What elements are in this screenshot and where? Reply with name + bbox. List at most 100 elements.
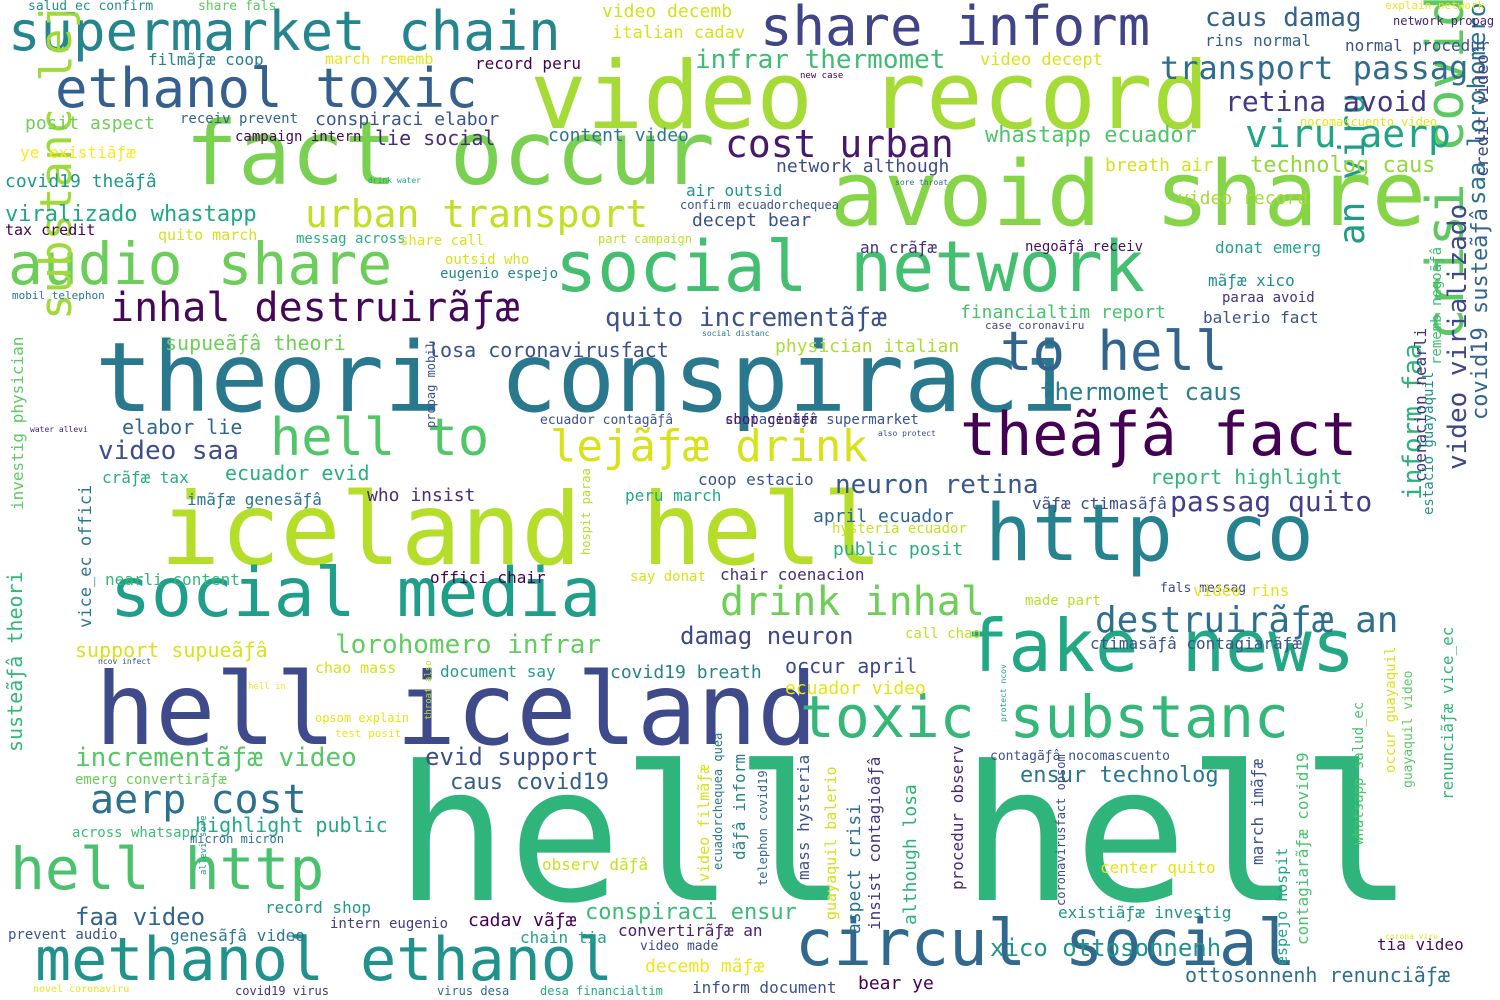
word-67: record peru: [475, 54, 581, 73]
word-120: call chao: [905, 626, 981, 642]
word-124: covid19 breath: [610, 662, 762, 683]
word-152: salud_ec confirm: [28, 0, 154, 14]
word-136: genesãƒâ video: [170, 926, 305, 945]
word-176: allevi sore: [199, 815, 209, 875]
word-122: chao mass: [315, 659, 397, 677]
word-131: micron micron: [190, 832, 284, 846]
word-193: whatsapp salud_ec: [1351, 701, 1367, 845]
word-184: aspect crisi: [844, 803, 865, 934]
word-81: share call: [400, 233, 485, 249]
word-41: covid19 susteãƒâ: [1468, 208, 1493, 420]
word-126: ecuador video: [785, 678, 926, 699]
word-78: tax credit: [5, 221, 96, 239]
word-100: ecuador contagãƒâ: [540, 413, 674, 428]
word-95: losa coronavirusfact: [428, 338, 669, 362]
word-77: decept bear: [692, 210, 812, 231]
word-138: cadav vãƒæ: [468, 910, 577, 931]
word-183: guayaquil balerio: [822, 766, 840, 920]
word-75: air outsid: [686, 181, 783, 200]
word-108: vãƒæ ctimasãƒâ: [1032, 494, 1167, 513]
word-130: across whatsapp: [72, 825, 199, 841]
word-94: supueãƒâ theori: [165, 331, 346, 355]
word-3: theori conspiraci: [95, 322, 1078, 434]
word-98: video saa: [98, 436, 239, 466]
word-38: technolog caus: [1250, 153, 1436, 178]
word-11: circul social: [795, 907, 1296, 981]
word-15: ethanol toxic: [55, 57, 478, 120]
word-86: negoãƒâ receiv: [1025, 239, 1144, 255]
word-71: lie social: [375, 126, 496, 150]
word-189: coronavirusfact opsom: [1054, 754, 1068, 906]
word-54: highlight public: [195, 813, 388, 837]
word-4: video record: [530, 42, 1210, 151]
word-93: mobil telephon: [12, 289, 105, 302]
word-72: content video: [548, 125, 689, 146]
word-160: new case: [800, 71, 844, 81]
word-167: also protect: [878, 429, 936, 438]
word-163: drink water: [368, 176, 421, 185]
word-128: test posit: [335, 727, 402, 740]
word-79: quito march: [158, 226, 258, 244]
word-191: renunciãƒæ vice_ec: [1438, 626, 1457, 800]
word-16: audio share: [8, 230, 393, 298]
word-13: supermarket chain: [8, 0, 561, 63]
word-76: confirm ecuadorchequea: [680, 198, 839, 212]
word-51: evid support: [425, 743, 599, 771]
word-28: cost urban: [725, 122, 954, 166]
word-84: eugenio espejo: [440, 266, 559, 282]
word-24: lejãƒæ drink: [550, 421, 868, 472]
word-6: fact occur: [185, 102, 715, 205]
word-192: march imãƒæ: [1248, 759, 1267, 865]
word-64: ye existiãƒæ: [20, 143, 136, 162]
word-42: credit video: [1473, 54, 1493, 177]
word-177: protect ncov: [999, 664, 1008, 722]
word-47: neuron retina: [835, 470, 1039, 500]
word-0: hell hell: [395, 726, 1414, 945]
word-34: retina avoid: [1225, 85, 1428, 118]
word-115: chair coenacion: [720, 565, 865, 584]
word-135: record shop: [265, 898, 371, 917]
word-185: insist contagioãƒâ: [865, 756, 884, 930]
word-57: xico ottosonnenh: [990, 934, 1222, 962]
word-80: messag across: [296, 231, 406, 247]
word-125: occur april: [785, 654, 918, 678]
word-102: shop center: [725, 412, 818, 428]
word-199: corona viru: [1385, 932, 1438, 941]
word-194: occur guayaquil: [1383, 646, 1399, 773]
word-7: social network: [555, 226, 1146, 308]
word-46: damag neuron: [680, 622, 854, 650]
word-87: donat emerg: [1215, 238, 1321, 257]
word-30: viru aerp: [1245, 112, 1451, 156]
word-181: telephon covid19: [756, 770, 770, 886]
word-170: vice_ec offici: [76, 484, 96, 628]
word-17: theãƒâ fact: [960, 400, 1358, 470]
word-92: case coronaviru: [985, 319, 1085, 332]
word-68: receiv prevent: [180, 111, 299, 127]
word-149: inform document: [692, 978, 837, 997]
word-155: italian cadav: [612, 23, 746, 43]
word-161: video decept: [980, 50, 1103, 70]
word-166: water allevi: [30, 425, 88, 434]
word-19: to hell: [1000, 320, 1228, 383]
word-25: drink inhal: [720, 579, 985, 625]
word-164: sore throat: [895, 178, 948, 187]
word-50: report highlight: [1150, 465, 1343, 489]
word-5: avoid share: [830, 142, 1427, 247]
word-89: paraa avoid: [1222, 290, 1315, 306]
word-111: hysteria ecuador: [832, 521, 967, 537]
word-20: toxic substanc: [800, 683, 1289, 751]
word-44: lorohomero infrar: [335, 630, 602, 660]
word-110: public posit: [833, 539, 964, 560]
word-168: ncov infect: [98, 657, 151, 666]
word-175: throat also: [424, 660, 434, 720]
word-52: caus covid19: [450, 770, 609, 795]
word-49: thermomet caus: [1040, 378, 1243, 406]
word-106: who insist: [367, 485, 476, 506]
word-27: urban transport: [305, 192, 649, 236]
word-139: chain tia: [520, 928, 607, 947]
word-190: contagiarãƒæ covid19: [1293, 752, 1312, 945]
word-55: conspiraci ensur: [585, 900, 797, 925]
word-157: network propag: [1393, 14, 1495, 28]
word-178: video filmãƒæ: [695, 764, 713, 882]
word-107: peru march: [625, 486, 722, 505]
